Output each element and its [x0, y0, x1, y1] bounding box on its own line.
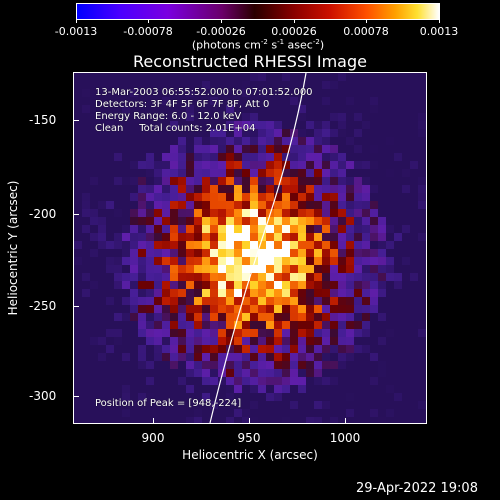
- colorbar-tick: [221, 20, 222, 23]
- x-tick: [249, 418, 250, 424]
- colorbar-tick-label: 0.00026: [271, 25, 317, 38]
- image-title: Reconstructed RHESSI Image: [133, 52, 367, 71]
- y-axis-label: Heliocentric Y (arcsec): [6, 180, 20, 316]
- colorbar-tick-label: -0.00026: [196, 25, 246, 38]
- x-tick: [345, 418, 346, 424]
- colorbar-tick-label: -0.0013: [54, 25, 98, 38]
- y-tick-label: -150: [29, 113, 57, 127]
- y-tick: [73, 306, 79, 307]
- colorbar-units: (photons cm-2 s-1 asec-2): [191, 38, 325, 52]
- y-tick-label: -300: [29, 389, 57, 403]
- colorbar-tick: [439, 20, 440, 23]
- solar-limb-line: [209, 73, 307, 423]
- x-tick-label: 1000: [329, 431, 361, 445]
- peak-position: Position of Peak = [948,-224]: [95, 398, 242, 409]
- rhessi-image: [73, 72, 427, 424]
- colorbar-tick-label: -0.00078: [123, 25, 173, 38]
- y-tick: [73, 214, 79, 215]
- x-axis-label: Heliocentric X (arcsec): [182, 448, 318, 462]
- info-energy-range: Energy Range: 6.0 - 12.0 keV: [95, 111, 242, 122]
- x-tick-label: 900: [141, 431, 165, 445]
- y-tick: [73, 120, 79, 121]
- colorbar-tick: [366, 20, 367, 23]
- y-tick-label: -200: [29, 207, 57, 221]
- info-time-range: 13-Mar-2003 06:55:52.000 to 07:01:52.000: [95, 87, 313, 98]
- heatmap: [74, 73, 426, 423]
- x-tick-label: 950: [237, 431, 261, 445]
- x-tick: [153, 418, 154, 424]
- colorbar-tick-label: 0.00078: [343, 25, 389, 38]
- y-tick-label: -250: [29, 299, 57, 313]
- y-tick: [73, 396, 79, 397]
- colorbar: [76, 3, 440, 20]
- colorbar-tick-label: 0.0013: [419, 25, 459, 38]
- colorbar-tick: [76, 20, 77, 23]
- info-total-counts: Clean Total counts: 2.01E+04: [95, 123, 256, 134]
- info-detectors: Detectors: 3F 4F 5F 6F 7F 8F, Att 0: [95, 99, 270, 110]
- colorbar-tick: [148, 20, 149, 23]
- colorbar-tick: [294, 20, 295, 23]
- render-timestamp: 29-Apr-2022 19:08: [356, 481, 478, 496]
